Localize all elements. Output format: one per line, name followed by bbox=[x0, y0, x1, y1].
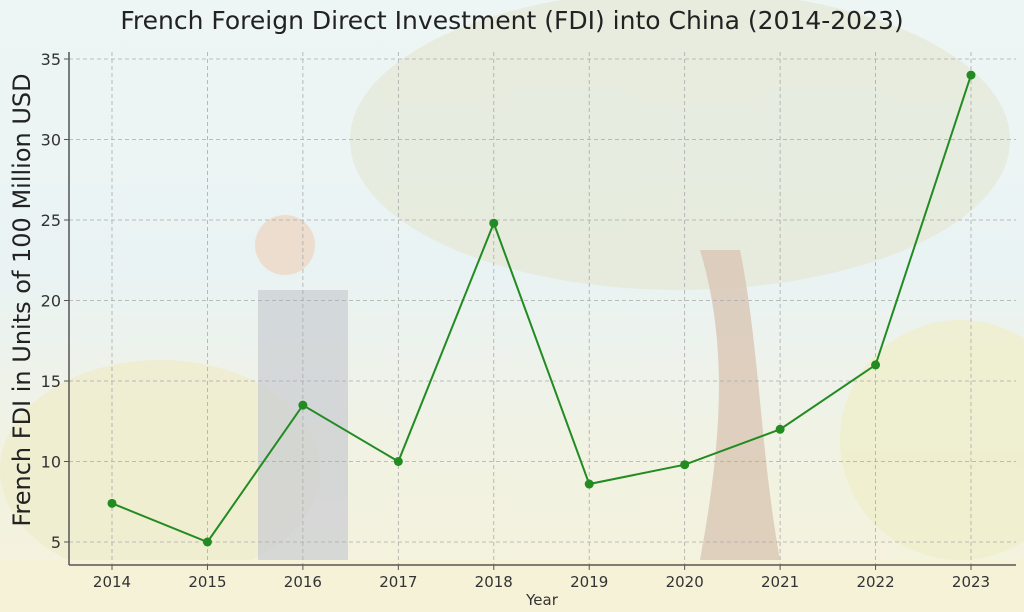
data-point-2017 bbox=[393, 457, 403, 466]
data-point-2023 bbox=[966, 70, 976, 80]
y-tick-label: 10 bbox=[41, 453, 61, 472]
y-tick-label: 35 bbox=[41, 50, 61, 69]
x-tick-label: 2020 bbox=[666, 573, 704, 591]
x-tick-label: 2015 bbox=[188, 573, 226, 591]
x-tick-label: 2017 bbox=[379, 573, 417, 591]
data-point-2020 bbox=[680, 460, 690, 470]
chart-title: French Foreign Direct Investment (FDI) i… bbox=[120, 6, 904, 35]
y-tick-label: 25 bbox=[41, 211, 61, 230]
data-point-2022 bbox=[871, 360, 881, 370]
series-line bbox=[111, 74, 972, 544]
data-point-2018 bbox=[489, 218, 499, 228]
data-point-2015 bbox=[202, 537, 212, 547]
x-tick-label: 2019 bbox=[570, 573, 608, 591]
y-tick-label: 20 bbox=[41, 292, 61, 311]
x-tick-label: 2018 bbox=[475, 573, 513, 591]
data-point-2014 bbox=[107, 498, 117, 508]
y-tick-label: 30 bbox=[41, 131, 61, 150]
y-tick-label: 5 bbox=[51, 533, 61, 552]
y-axis-label: French FDI in Units of 100 Million USD bbox=[8, 73, 36, 526]
x-axis-label: Year bbox=[525, 591, 559, 609]
data-point-2021 bbox=[775, 424, 785, 434]
x-tick-label: 2016 bbox=[284, 573, 322, 591]
data-point-2019 bbox=[584, 479, 594, 489]
x-tick-label: 2014 bbox=[93, 573, 131, 591]
x-tick-label: 2021 bbox=[761, 573, 799, 591]
y-tick-label: 15 bbox=[41, 372, 61, 391]
x-tick-label: 2022 bbox=[856, 573, 894, 591]
data-point-2016 bbox=[298, 400, 308, 410]
x-tick-label: 2023 bbox=[952, 573, 990, 591]
